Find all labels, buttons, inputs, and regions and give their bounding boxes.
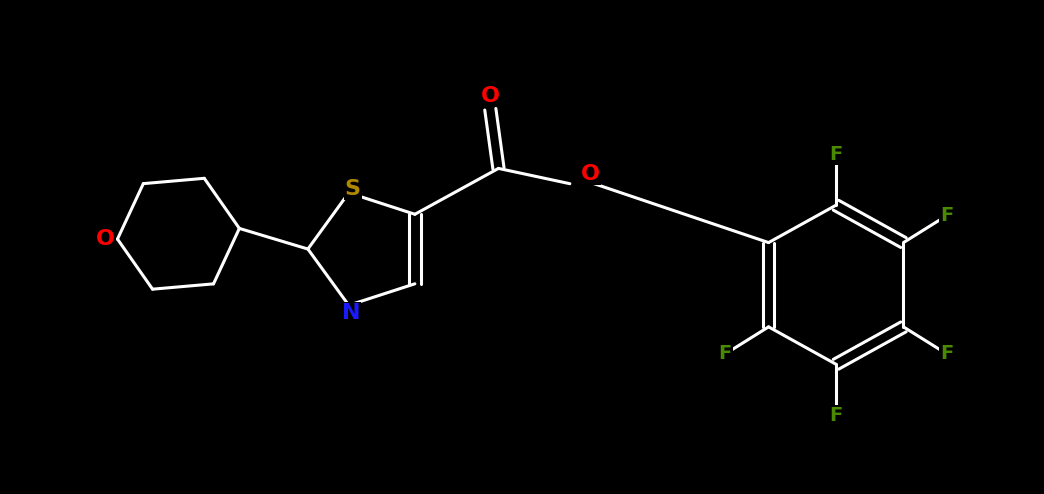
Text: F: F xyxy=(940,206,953,225)
Text: F: F xyxy=(940,344,953,364)
Text: O: O xyxy=(580,164,599,183)
Text: O: O xyxy=(96,229,115,249)
Text: F: F xyxy=(718,344,732,364)
Text: F: F xyxy=(829,145,843,164)
Text: O: O xyxy=(481,86,500,106)
Text: F: F xyxy=(829,406,843,425)
Text: N: N xyxy=(341,303,360,324)
Text: S: S xyxy=(345,179,361,199)
